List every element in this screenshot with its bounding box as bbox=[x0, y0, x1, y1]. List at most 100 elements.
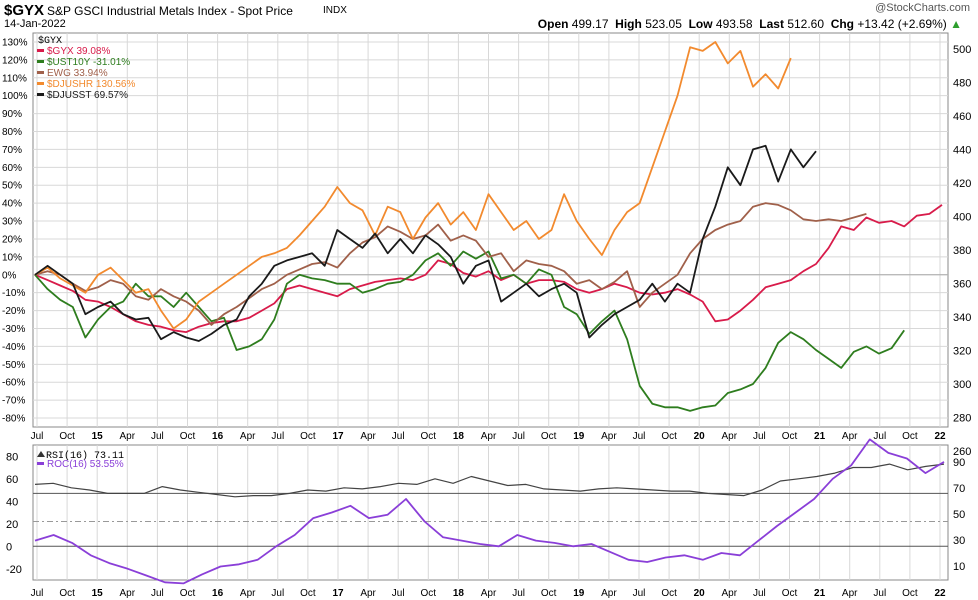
y-tick-label-left: -50% bbox=[2, 360, 25, 371]
y-tick-label-right: 300 bbox=[953, 379, 971, 391]
x-tick-label-indicator: Oct bbox=[541, 588, 557, 599]
legend-entry-djushr: $DJUSHR 130.56% bbox=[47, 79, 135, 90]
x-tick-label: Oct bbox=[541, 431, 557, 442]
x-tick-label: 20 bbox=[694, 431, 706, 442]
y-tick-label-left: 80% bbox=[2, 127, 22, 138]
x-tick-label: Jul bbox=[512, 431, 525, 442]
watermark: @StockCharts.com bbox=[875, 2, 970, 14]
x-tick-label: 18 bbox=[453, 431, 465, 442]
x-tick-label-indicator: 19 bbox=[573, 588, 585, 599]
y-tick-label-left: 60% bbox=[2, 163, 22, 174]
y-tick-label-right: 440 bbox=[953, 145, 971, 157]
x-tick-label: Apr bbox=[481, 431, 497, 442]
legend-swatch-ewg bbox=[37, 71, 44, 74]
y-tick-label-right: 420 bbox=[953, 178, 971, 190]
y-tick-label-right: 480 bbox=[953, 78, 971, 90]
y-tick-label-left: 10% bbox=[2, 252, 22, 263]
x-tick-label-indicator: Apr bbox=[360, 588, 376, 599]
x-tick-label: Apr bbox=[240, 431, 256, 442]
x-tick-label-indicator: Oct bbox=[180, 588, 196, 599]
x-tick-label: Oct bbox=[661, 431, 677, 442]
x-tick-label-indicator: Oct bbox=[421, 588, 437, 599]
x-tick-label: Oct bbox=[300, 431, 316, 442]
x-tick-label: Jul bbox=[392, 431, 405, 442]
legend-entry-djusst: $DJUSST 69.57% bbox=[47, 90, 128, 101]
x-tick-label-indicator: Apr bbox=[722, 588, 738, 599]
y-tick-label-left: -40% bbox=[2, 342, 25, 353]
x-tick-label: Jul bbox=[31, 431, 44, 442]
x-tick-label-indicator: Apr bbox=[120, 588, 136, 599]
x-tick-label-indicator: 21 bbox=[814, 588, 826, 599]
chart-symbol: $GYX bbox=[4, 2, 45, 19]
x-tick-label: Apr bbox=[601, 431, 617, 442]
y-tick-label-right: 360 bbox=[953, 279, 971, 291]
rsi-y-tick-right: 70 bbox=[953, 483, 965, 495]
y-tick-label-left: 130% bbox=[2, 37, 28, 48]
x-tick-label: Jul bbox=[151, 431, 164, 442]
y-tick-label-right: 340 bbox=[953, 312, 971, 324]
x-tick-label-indicator: Oct bbox=[902, 588, 918, 599]
x-tick-label-indicator: Jul bbox=[873, 588, 886, 599]
x-tick-label: Apr bbox=[722, 431, 738, 442]
y-tick-label-left: -80% bbox=[2, 414, 25, 425]
x-tick-label: 16 bbox=[212, 431, 224, 442]
x-tick-label: Jul bbox=[753, 431, 766, 442]
x-tick-label-indicator: Jul bbox=[633, 588, 646, 599]
x-tick-label-indicator: Oct bbox=[782, 588, 798, 599]
x-tick-label-indicator: Jul bbox=[151, 588, 164, 599]
legend-entry-ust10y: $UST10Y -31.01% bbox=[47, 57, 130, 68]
x-tick-label: Oct bbox=[782, 431, 798, 442]
x-tick-label-indicator: 22 bbox=[934, 588, 946, 599]
x-tick-label-indicator: Oct bbox=[661, 588, 677, 599]
legend-swatch-djushr bbox=[37, 82, 44, 85]
rsi-y-tick-right: 90 bbox=[953, 457, 965, 469]
legend-entry-gyx: $GYX 39.08% bbox=[47, 46, 110, 57]
y-tick-label-left: -10% bbox=[2, 288, 25, 299]
y-tick-label-left: 0% bbox=[2, 270, 17, 281]
rsi-y-tick-left: 80 bbox=[6, 451, 18, 463]
x-tick-label-indicator: Jul bbox=[753, 588, 766, 599]
x-tick-label: Oct bbox=[421, 431, 437, 442]
x-tick-label-indicator: Oct bbox=[300, 588, 316, 599]
rsi-y-tick-left: 0 bbox=[6, 541, 12, 553]
x-tick-label-indicator: 18 bbox=[453, 588, 465, 599]
y-tick-label-left: -60% bbox=[2, 378, 25, 389]
chart-date: 14-Jan-2022 bbox=[4, 18, 66, 30]
y-tick-label-left: 110% bbox=[2, 73, 27, 84]
x-tick-label-indicator: Apr bbox=[601, 588, 617, 599]
legend-title: $GYX bbox=[38, 35, 62, 47]
x-tick-label-indicator: 20 bbox=[694, 588, 706, 599]
x-tick-label: Jul bbox=[633, 431, 646, 442]
x-tick-label-indicator: Jul bbox=[271, 588, 284, 599]
x-tick-label: Oct bbox=[180, 431, 196, 442]
x-tick-label: 17 bbox=[332, 431, 344, 442]
indicator-plot-frame bbox=[32, 444, 949, 581]
y-tick-label-left: -20% bbox=[2, 306, 25, 317]
y-tick-label-right: 260 bbox=[953, 446, 971, 458]
y-tick-label-left: 30% bbox=[2, 217, 22, 228]
x-tick-label: Apr bbox=[360, 431, 376, 442]
y-tick-label-right: 280 bbox=[953, 413, 971, 425]
y-tick-label-left: 90% bbox=[2, 109, 22, 120]
ohlc-readout: Open 499.17 High 523.05 Low 493.58 Last … bbox=[537, 17, 962, 31]
x-tick-label: Apr bbox=[120, 431, 136, 442]
y-tick-label-left: 100% bbox=[2, 91, 28, 102]
roc-legend-swatch bbox=[37, 462, 44, 465]
rsi-y-tick-right: 30 bbox=[953, 535, 965, 547]
y-tick-label-left: -30% bbox=[2, 324, 25, 335]
rsi-y-tick-left: 40 bbox=[6, 496, 18, 508]
x-tick-label: 19 bbox=[573, 431, 585, 442]
series-line-djusst bbox=[34, 144, 817, 342]
main-plot-frame bbox=[32, 32, 949, 428]
x-tick-label-indicator: 15 bbox=[92, 588, 104, 599]
x-tick-label: Jul bbox=[873, 431, 886, 442]
x-tick-label-indicator: Apr bbox=[481, 588, 497, 599]
y-tick-label-right: 460 bbox=[953, 111, 971, 123]
x-tick-label-indicator: Jul bbox=[31, 588, 44, 599]
x-tick-label: 15 bbox=[92, 431, 104, 442]
chart-instrument-name: S&P GSCI Industrial Metals Index - Spot … bbox=[47, 4, 293, 18]
rsi-y-tick-left: 60 bbox=[6, 474, 18, 486]
x-tick-label: Oct bbox=[59, 431, 75, 442]
x-tick-label-indicator: Oct bbox=[59, 588, 75, 599]
